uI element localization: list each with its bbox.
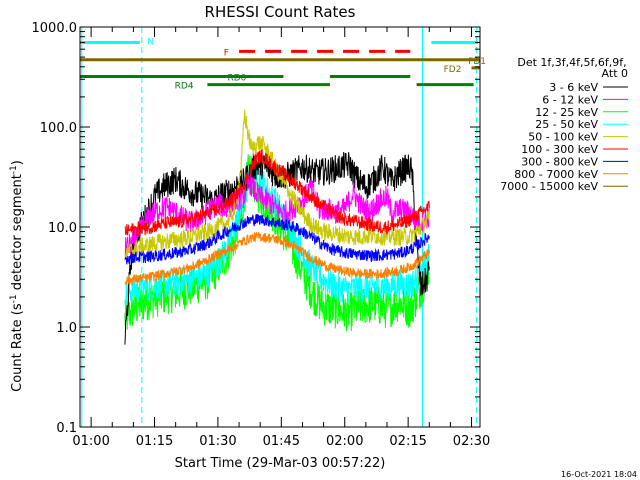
y-tick-label: 1000.0 bbox=[32, 21, 78, 36]
flag-label: FD1 bbox=[468, 57, 486, 67]
y-axis-label-part: ) bbox=[10, 160, 25, 165]
legend-header-line: Det 1f,3f,4f,5f,6f,9f, bbox=[517, 56, 626, 69]
chart-title: RHESSI Count Rates bbox=[205, 3, 356, 21]
legend-entry-label: 25 - 50 keV bbox=[535, 118, 598, 131]
legend-entry-label: 12 - 25 keV bbox=[535, 106, 598, 119]
x-tick-label: 02:00 bbox=[326, 434, 363, 449]
flag-label: FD2 bbox=[444, 65, 462, 75]
y-axis-label-exponent: -1 bbox=[9, 294, 19, 303]
flag-label: RD4 bbox=[175, 82, 194, 92]
series-line bbox=[124, 213, 430, 265]
footer-timestamp: 16-Oct-2021 18:04 bbox=[561, 470, 637, 479]
legend-entry-label: 3 - 6 keV bbox=[549, 81, 598, 94]
y-tick-label: 1.0 bbox=[56, 321, 77, 336]
y-tick-label: 0.1 bbox=[56, 421, 77, 436]
series-line bbox=[124, 109, 430, 259]
plot-area: N F FD1 FD2 RD0 RD4 0.1 1.0 10.0 100.0 1000.0 01:00… bbox=[32, 21, 491, 449]
legend-header-line: Att 0 bbox=[602, 67, 628, 80]
legend: Det 1f,3f,4f,5f,6f,9f, Att 0 3 - 6 keV6 … bbox=[500, 56, 628, 193]
legend-entry-label: 50 - 100 keV bbox=[528, 131, 598, 144]
legend-entry-label: 100 - 300 keV bbox=[521, 143, 598, 156]
y-axis-label-part: detector segment bbox=[10, 174, 25, 294]
series-line bbox=[124, 231, 430, 286]
x-tick-label: 01:15 bbox=[136, 434, 173, 449]
x-tick-label: 01:00 bbox=[72, 434, 109, 449]
flag-label: RD0 bbox=[227, 73, 246, 83]
legend-entry-label: 300 - 800 keV bbox=[521, 155, 598, 168]
y-axis-label-exponent: -1 bbox=[9, 165, 19, 174]
flag-label: F bbox=[224, 48, 229, 58]
y-tick-label: 100.0 bbox=[40, 121, 77, 136]
series-line bbox=[124, 148, 430, 237]
legend-entry-label: 6 - 12 keV bbox=[542, 93, 598, 106]
x-tick-label: 01:45 bbox=[263, 434, 300, 449]
legend-entry-label: 800 - 7000 keV bbox=[514, 168, 598, 181]
x-tick-label: 02:15 bbox=[389, 434, 426, 449]
y-axis-label: Count Rate (s-1 detector segment-1) bbox=[9, 160, 25, 392]
x-tick-label: 02:30 bbox=[453, 434, 490, 449]
flag-label: N bbox=[147, 37, 154, 47]
legend-entry-label: 7000 - 15000 keV bbox=[500, 180, 598, 193]
y-axis-label-part: Count Rate (s bbox=[10, 303, 25, 392]
x-tick-label: 01:30 bbox=[199, 434, 236, 449]
x-axis-label: Start Time (29-Mar-03 00:57:22) bbox=[175, 456, 386, 471]
series-line bbox=[124, 172, 430, 257]
series-line bbox=[124, 151, 430, 345]
series-line bbox=[124, 157, 430, 307]
y-tick-label: 10.0 bbox=[48, 221, 77, 236]
